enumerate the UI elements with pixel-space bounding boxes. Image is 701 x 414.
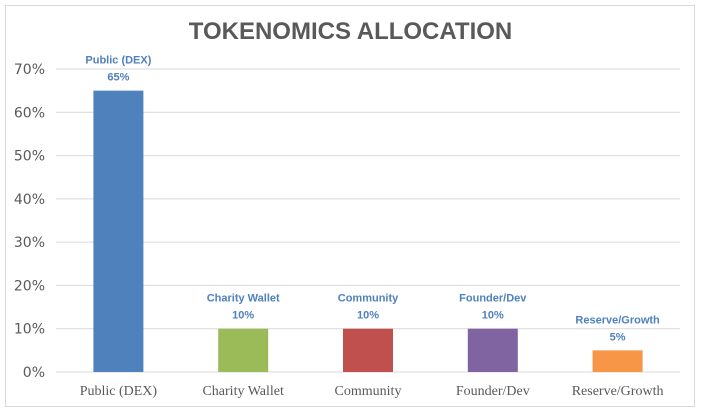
bar bbox=[343, 328, 393, 372]
x-tick-label: Reserve/Growth bbox=[572, 384, 664, 399]
data-label-value: 65% bbox=[107, 72, 129, 84]
y-tick-label: 40% bbox=[14, 192, 45, 208]
data-label-category: Community bbox=[338, 293, 399, 305]
data-label-value: 5% bbox=[610, 331, 626, 343]
data-label-category: Public (DEX) bbox=[85, 55, 151, 67]
data-label-value: 10% bbox=[232, 310, 254, 322]
chart-title: TOKENOMICS ALLOCATION bbox=[188, 18, 513, 45]
y-tick-label: 60% bbox=[14, 105, 45, 121]
y-tick-label: 30% bbox=[14, 235, 45, 251]
x-tick-label: Founder/Dev bbox=[456, 384, 530, 399]
data-label-value: 10% bbox=[357, 310, 379, 322]
bar bbox=[467, 328, 518, 372]
y-tick-label: 70% bbox=[14, 62, 45, 78]
y-tick-label: 0% bbox=[23, 365, 45, 381]
chart-frame bbox=[5, 5, 695, 407]
data-label-category: Founder/Dev bbox=[459, 293, 527, 305]
x-tick-label: Public (DEX) bbox=[80, 384, 158, 399]
bar bbox=[218, 328, 269, 372]
y-tick-label: 50% bbox=[14, 149, 45, 165]
data-label-category: Reserve/Growth bbox=[575, 314, 660, 326]
y-tick-label: 10% bbox=[14, 322, 45, 338]
x-tick-label: Charity Wallet bbox=[202, 384, 284, 399]
x-tick-label: Community bbox=[335, 384, 402, 399]
data-label-category: Charity Wallet bbox=[207, 293, 280, 305]
y-tick-label: 20% bbox=[14, 278, 45, 294]
data-label-value: 10% bbox=[482, 310, 504, 322]
bar bbox=[592, 350, 643, 372]
bar bbox=[93, 90, 144, 373]
